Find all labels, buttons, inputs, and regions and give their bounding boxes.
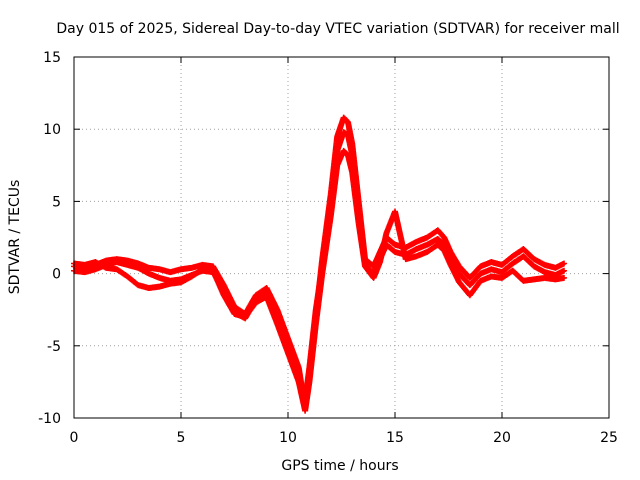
tick-labels: 0 5 10 15 20 25 -10 -5 0 5 10 15 <box>38 50 618 446</box>
data-point-marker <box>561 267 568 274</box>
data-point-marker <box>561 274 568 281</box>
x-tick-label: 5 <box>177 430 186 446</box>
x-tick-label: 15 <box>386 430 404 446</box>
data-point-marker <box>561 260 568 267</box>
x-tick-label: 0 <box>70 430 79 446</box>
x-axis-label: GPS time / hours <box>281 458 398 474</box>
y-tick-label: -5 <box>47 339 61 355</box>
y-tick-label: 15 <box>43 50 61 66</box>
x-tick-label: 20 <box>493 430 511 446</box>
y-tick-label: 0 <box>52 267 61 283</box>
plot-frame <box>73 56 610 419</box>
y-axis-label: SDTVAR / TECUs <box>7 180 23 295</box>
series-track-3 <box>71 147 568 414</box>
y-tick-label: -10 <box>38 411 61 427</box>
y-tick-label: 5 <box>52 194 61 210</box>
x-tick-label: 10 <box>279 430 297 446</box>
x-tick-label: 25 <box>600 430 618 446</box>
y-tick-label: 10 <box>43 122 61 138</box>
chart-title: Day 015 of 2025, Sidereal Day-to-day VTE… <box>56 21 619 37</box>
plot-area <box>71 114 568 414</box>
